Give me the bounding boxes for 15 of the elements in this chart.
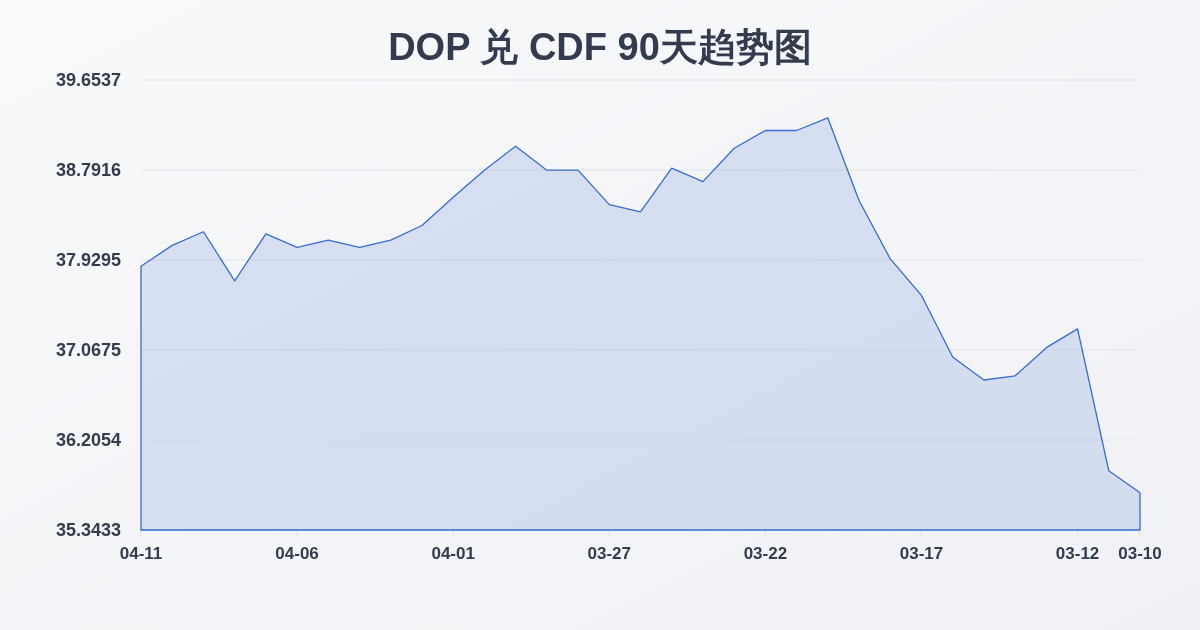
y-tick-label: 38.7916 [55, 160, 121, 180]
x-tick-label: 04-01 [431, 544, 475, 563]
y-tick-label: 39.6537 [55, 70, 121, 90]
x-tick-label: 03-27 [587, 544, 632, 563]
y-tick-label: 37.9295 [55, 250, 121, 270]
x-tick-label: 03-10 [1118, 544, 1162, 563]
x-tick-label: 04-11 [119, 544, 163, 563]
y-tick-label: 35.3433 [55, 520, 121, 540]
x-tick-label: 04-06 [275, 544, 319, 563]
x-tick-label: 03-12 [1055, 544, 1100, 563]
y-tick-label: 37.0675 [55, 340, 121, 360]
x-tick-label: 03-17 [899, 544, 944, 563]
x-tick-label: 03-22 [743, 544, 788, 563]
title: DOP 兑 CDF 90天趋势图 [388, 26, 812, 68]
y-tick-label: 36.2054 [55, 430, 121, 450]
